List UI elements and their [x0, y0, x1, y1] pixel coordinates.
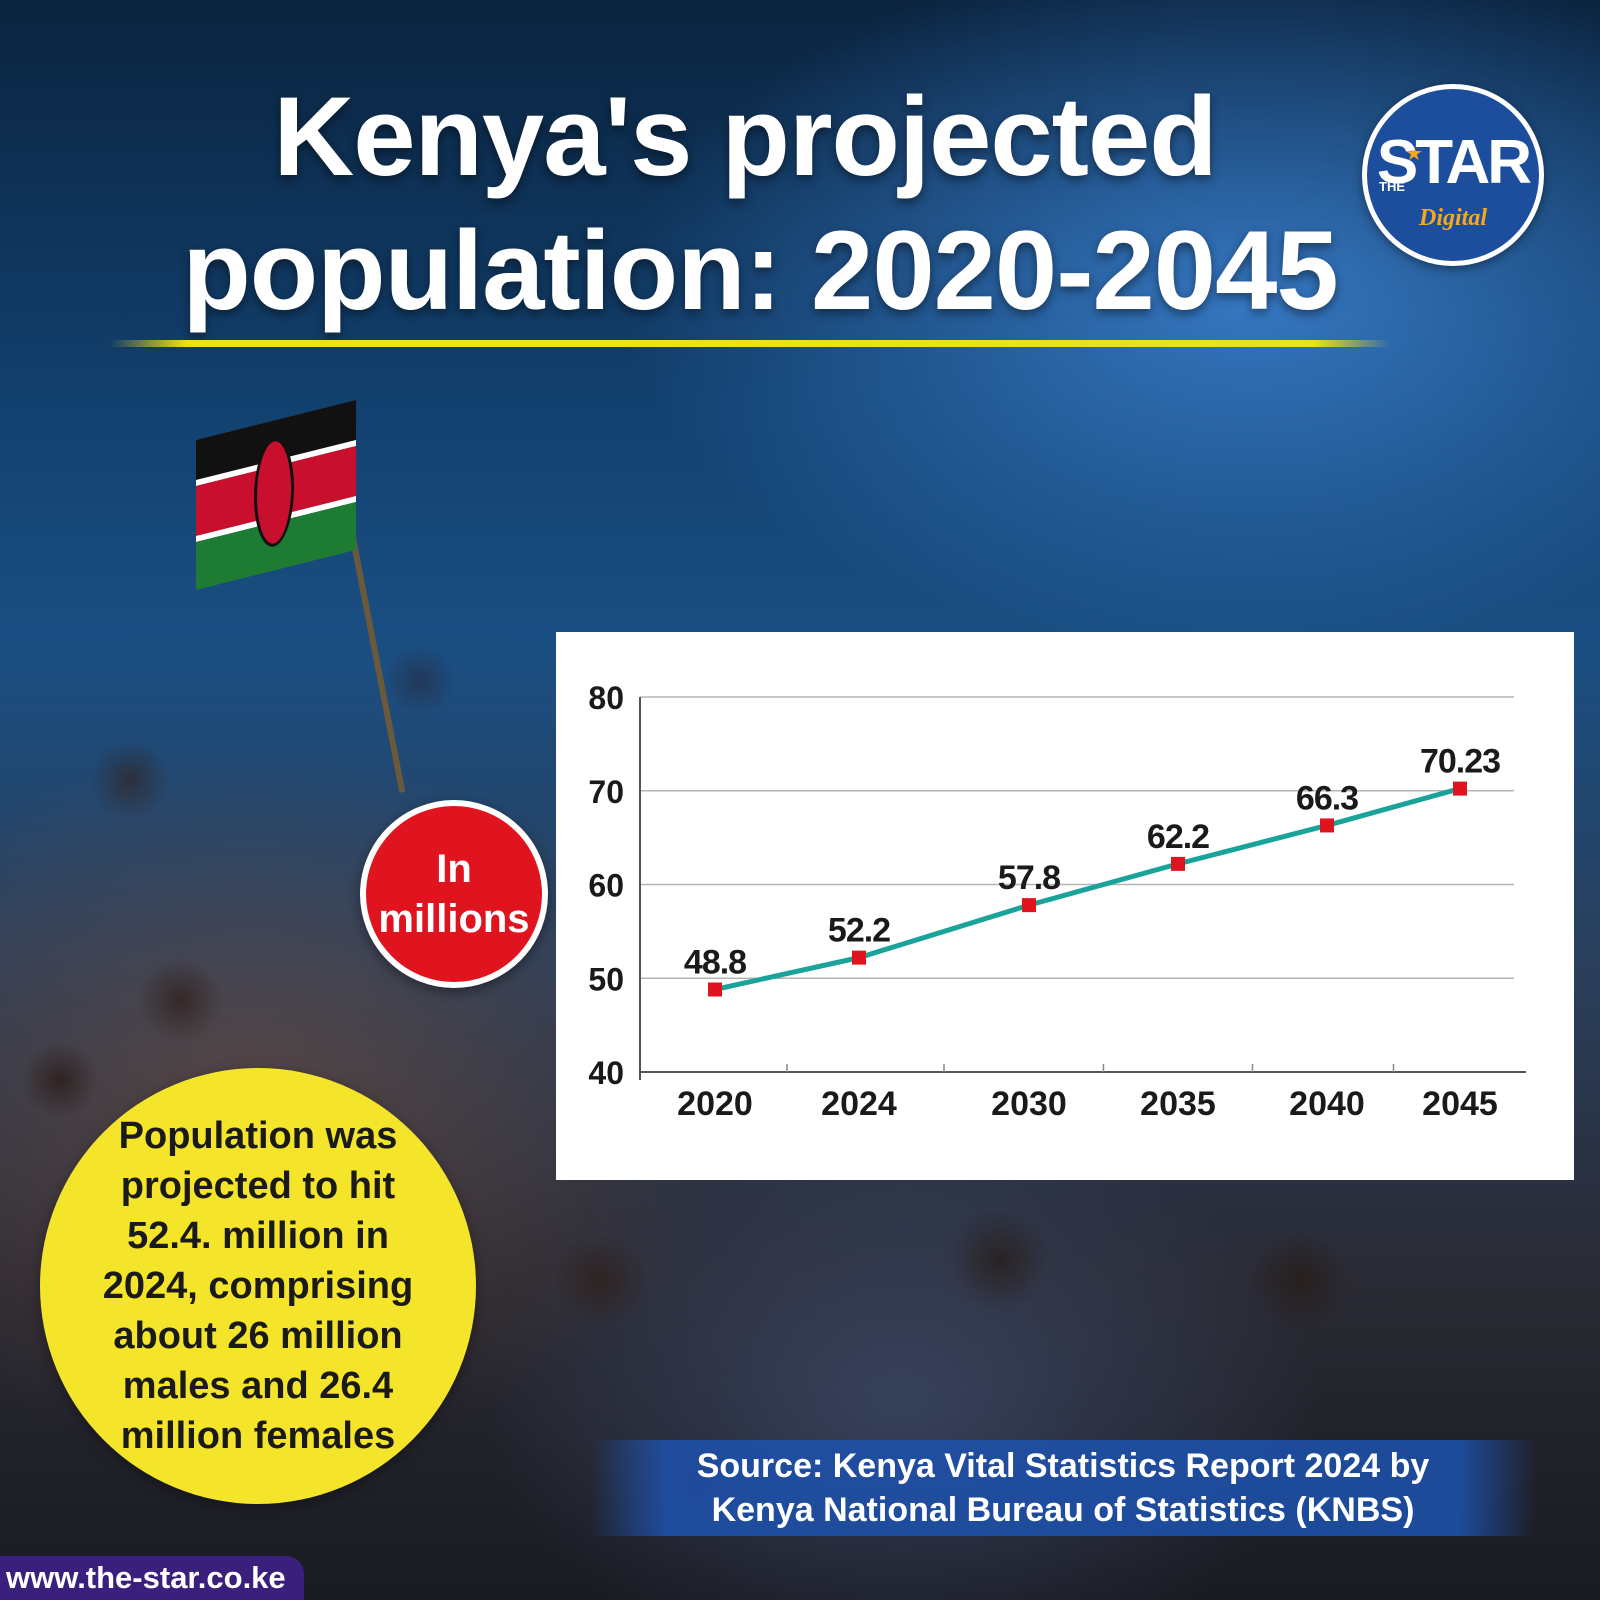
data-label: 70.23 — [1420, 743, 1500, 781]
population-line-chart: 40 50 60 70 80 2020 2024 2030 2035 2040 2045 48.8 52… — [588, 680, 1526, 1123]
chart-panel: 40 50 60 70 80 2020 2024 2030 2035 2040 2045 48.8 52… — [556, 632, 1574, 1180]
title-line-2: population: 2020-2045 — [182, 208, 1338, 333]
source-line-1: Source: Kenya Vital Statistics Report 20… — [696, 1447, 1430, 1485]
data-point — [1453, 781, 1467, 796]
logo-digital-text: Digital — [1418, 205, 1487, 231]
x-tick-label: 2024 — [821, 1085, 897, 1123]
unit-badge-line-1: In — [436, 847, 472, 891]
data-point — [1171, 856, 1185, 871]
source-line-2: Kenya National Bureau of Statistics (KNB… — [711, 1491, 1415, 1529]
y-tick-label: 60 — [588, 868, 624, 904]
data-point — [1320, 818, 1334, 833]
x-tick-label: 2035 — [1140, 1085, 1216, 1123]
population-note-text: Population was projected to hit 52.4. mi… — [102, 1115, 414, 1457]
y-tick-label: 70 — [588, 774, 624, 810]
x-tick-label: 2030 — [991, 1085, 1067, 1123]
x-tick-label: 2045 — [1422, 1085, 1498, 1123]
source-caption: Source: Kenya Vital Statistics Report 20… — [590, 1440, 1536, 1536]
y-tick-label: 80 — [588, 680, 624, 716]
data-point — [708, 982, 722, 997]
x-tick-label: 2040 — [1289, 1085, 1365, 1123]
data-label: 48.8 — [684, 944, 746, 982]
title-line-1: Kenya's projected — [273, 74, 1217, 199]
data-label: 66.3 — [1296, 779, 1358, 817]
series-line — [714, 786, 1461, 992]
title-underline — [110, 340, 1390, 347]
logo-the-text: THE — [1379, 179, 1405, 194]
the-star-logo: THE ★ STAR Digital — [1362, 84, 1544, 266]
y-tick-label: 50 — [588, 961, 624, 997]
x-tick-label: 2020 — [677, 1085, 753, 1123]
page-title: Kenya's projected population: 2020-2045 — [0, 70, 1600, 338]
data-point — [852, 950, 866, 965]
data-label: 57.8 — [998, 859, 1060, 897]
unit-badge: In millions — [360, 800, 548, 988]
y-tick-label: 40 — [588, 1055, 624, 1091]
unit-badge-line-2: millions — [378, 897, 530, 941]
data-label: 62.2 — [1147, 818, 1209, 856]
data-label: 52.2 — [828, 912, 890, 950]
logo-star-icon: ★ — [1405, 143, 1423, 165]
data-point — [1022, 898, 1036, 913]
logo-star-text: STAR — [1376, 128, 1532, 197]
website-url: www.the-star.co.ke — [0, 1556, 304, 1600]
population-note-badge: Population was projected to hit 52.4. mi… — [40, 1068, 476, 1504]
